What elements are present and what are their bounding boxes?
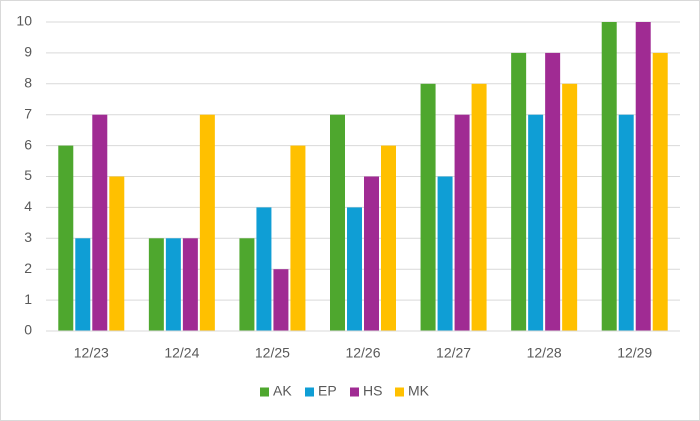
x-tick-label: 12/28 (527, 345, 562, 361)
bar (273, 269, 289, 331)
legend-label: AK (273, 383, 292, 399)
bar (545, 52, 561, 332)
bar (618, 114, 634, 331)
bar (75, 238, 91, 331)
legend-label: HS (363, 383, 382, 399)
bar (199, 114, 215, 331)
bar (381, 145, 396, 331)
bar (290, 145, 306, 331)
bar (148, 238, 164, 331)
bar (601, 22, 617, 331)
legend-label: MK (408, 383, 430, 399)
bar (182, 238, 198, 331)
bar (420, 83, 436, 331)
bar (528, 114, 544, 331)
y-tick-label: 10 (16, 13, 32, 29)
bar (635, 22, 651, 331)
y-tick-label: 8 (24, 75, 32, 91)
x-tick-label: 12/26 (345, 345, 380, 361)
y-tick-label: 2 (24, 260, 32, 276)
bar (364, 176, 379, 331)
x-tick-label: 12/23 (74, 345, 109, 361)
bar (347, 207, 362, 331)
y-tick-label: 1 (24, 291, 32, 307)
bar (652, 52, 668, 332)
legend-swatch (305, 387, 314, 397)
y-tick-label: 0 (24, 322, 32, 338)
legend-swatch (260, 387, 269, 397)
x-tick-label: 12/29 (617, 345, 652, 361)
legend-swatch (350, 387, 359, 397)
bar (109, 176, 125, 331)
y-tick-label: 9 (24, 44, 32, 60)
y-tick-label: 5 (24, 167, 32, 183)
bar (58, 145, 74, 331)
y-tick-label: 4 (24, 198, 32, 214)
x-tick-label: 12/24 (164, 345, 199, 361)
bar (437, 176, 453, 331)
bar (330, 114, 345, 331)
y-tick-label: 6 (24, 136, 32, 152)
bar (92, 114, 108, 331)
bar (562, 83, 578, 331)
bar (239, 238, 255, 331)
y-tick-label: 7 (24, 105, 32, 121)
bar (165, 238, 181, 331)
bar (454, 114, 470, 331)
legend-label: EP (318, 383, 337, 399)
y-tick-label: 3 (24, 229, 32, 245)
bar (256, 207, 272, 331)
x-tick-label: 12/27 (436, 345, 471, 361)
legend-swatch (395, 387, 404, 397)
bar (471, 83, 487, 331)
x-tick-label: 12/25 (255, 345, 290, 361)
bar (511, 52, 527, 332)
